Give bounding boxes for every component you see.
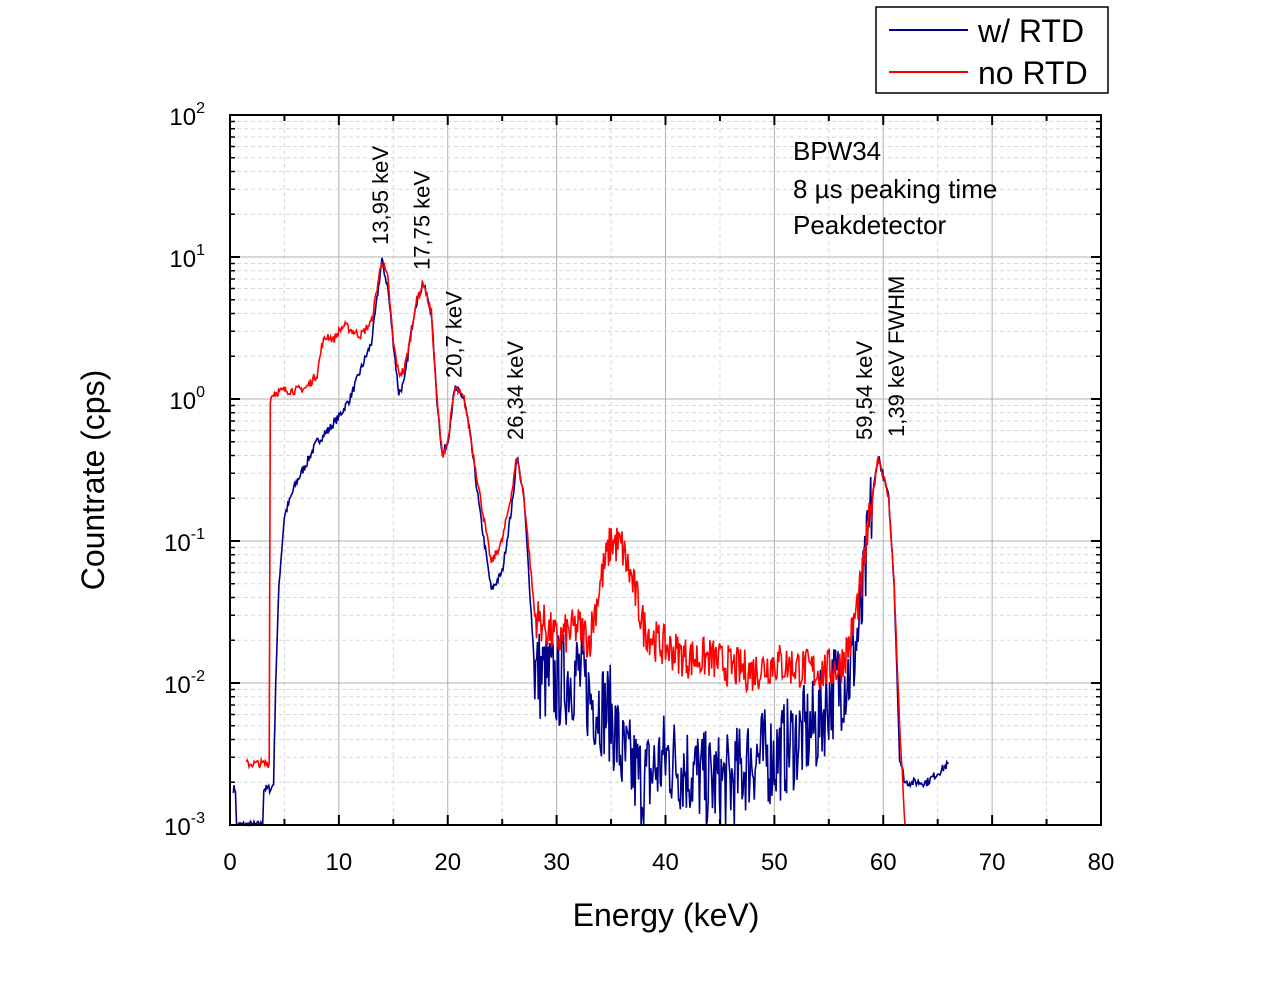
x-tick-label: 40	[652, 849, 679, 876]
info-text: BPW34 8 µs peaking time Peakdetector	[793, 136, 997, 240]
x-tick-label: 0	[223, 849, 236, 876]
grid	[229, 114, 1102, 826]
legend-box	[875, 6, 1109, 94]
y-tick-label: 10-3	[164, 810, 205, 841]
y-tick-label: 10-1	[164, 526, 205, 557]
y-tick-label: 101	[169, 242, 205, 273]
y-tick-label: 100	[169, 384, 205, 415]
annotations: 13,95 keV 17,75 keV 20,7 keV 26,34 keV 59,54…	[368, 146, 909, 440]
series-layer	[232, 257, 950, 828]
peak-annotation: 59,54 keV	[852, 341, 877, 440]
info-line-1: BPW34	[793, 136, 881, 166]
x-tick-label: 10	[326, 849, 353, 876]
info-line-2: 8 µs peaking time	[793, 174, 997, 204]
legend-label-w-rtd: w/ RTD	[977, 13, 1084, 49]
ticks: 0 10 20 30 40 50 60 70 80 10-3 10-2 10-1 100 101 102	[164, 100, 1114, 876]
peak-annotation: 26,34 keV	[503, 341, 528, 440]
peak-annotation: 13,95 keV	[368, 146, 393, 245]
info-line-3: Peakdetector	[793, 210, 947, 240]
x-tick-label: 70	[979, 849, 1006, 876]
x-tick-label: 80	[1088, 849, 1115, 876]
peak-annotation: 20,7 keV	[441, 291, 466, 378]
series-line-no-rtd	[245, 260, 906, 826]
y-tick-label: 10-2	[164, 668, 205, 699]
x-tick-label: 20	[434, 849, 461, 876]
series-line-w--rtd	[232, 257, 950, 828]
y-axis-label: Countrate (cps)	[75, 370, 111, 591]
x-axis-label: Energy (keV)	[573, 897, 760, 933]
peak-annotation: 1,39 keV FWHM	[884, 276, 909, 437]
peak-annotation: 17,75 keV	[409, 171, 434, 270]
x-tick-label: 60	[870, 849, 897, 876]
x-tick-label: 30	[543, 849, 570, 876]
legend: w/ RTD no RTD	[875, 6, 1109, 94]
y-tick-label: 102	[169, 100, 205, 131]
x-tick-label: 50	[761, 849, 788, 876]
legend-label-no-rtd: no RTD	[978, 55, 1088, 91]
